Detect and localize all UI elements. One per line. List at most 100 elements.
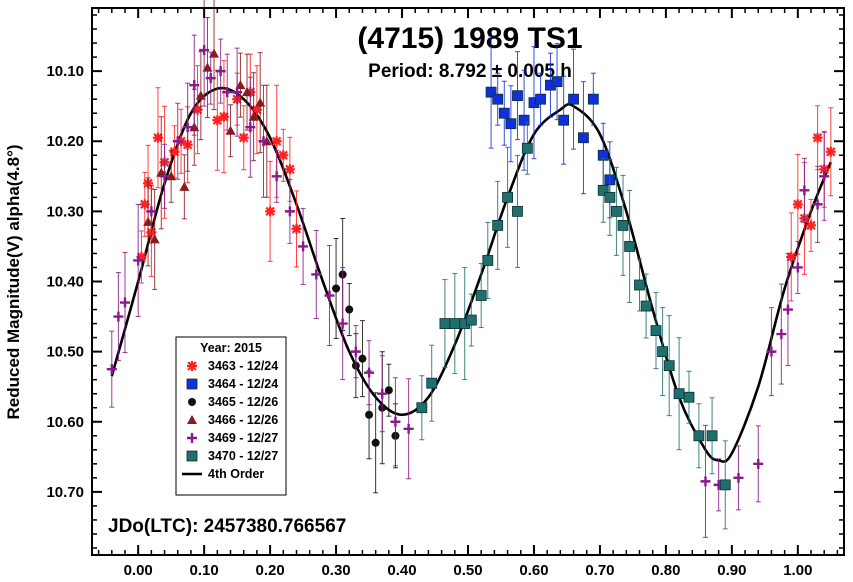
data-point [258, 136, 269, 147]
data-point [350, 346, 361, 357]
data-point [465, 314, 477, 326]
x-tick-label: 0.00 [124, 562, 153, 579]
y-tick-label: 10.70 [46, 484, 84, 501]
y-tick-label: 10.50 [46, 344, 84, 361]
x-tick-label: 0.10 [190, 562, 219, 579]
data-point [617, 219, 629, 231]
data-point [113, 311, 124, 322]
data-point [384, 386, 393, 395]
data-point [663, 360, 675, 372]
jd-annotation: JDo(LTC): 2457380.766567 [108, 516, 346, 537]
x-tick-label: 0.40 [387, 562, 416, 579]
data-point [159, 171, 170, 182]
data-point [786, 251, 797, 262]
data-point [390, 416, 401, 427]
data-point [498, 107, 510, 119]
data-point [597, 184, 609, 196]
data-point [238, 132, 249, 143]
x-tick-label: 0.60 [519, 562, 548, 579]
data-point [225, 125, 236, 135]
data-point [551, 76, 563, 88]
data-point [403, 423, 414, 434]
axis-ticks: 0.00 0.10 0.20 0.30 0.40 0.50 0.60 0.70 0.80 0.90… [46, 8, 844, 579]
data-point [251, 104, 262, 115]
data-point [776, 329, 787, 340]
legend-marker [186, 378, 198, 390]
legend-label: 3469 - 12/27 [208, 431, 278, 445]
data-point [806, 220, 817, 231]
data-point [215, 66, 226, 77]
legend-marker [186, 450, 198, 462]
data-point [825, 146, 836, 157]
data-point [152, 132, 163, 143]
data-point [482, 255, 494, 266]
data-point [693, 430, 705, 442]
data-point [753, 458, 764, 469]
data-point [518, 114, 530, 126]
data-point [199, 45, 210, 56]
data-point [182, 122, 193, 133]
data-point [439, 318, 451, 329]
y-tick-label: 10.60 [46, 414, 84, 431]
data-point [485, 86, 497, 98]
legend: Year: 2015 3463 - 12/24 3464 - 12/24 3465 … [175, 336, 287, 496]
data-point [449, 318, 461, 329]
legend-marker [188, 398, 196, 406]
data-point [284, 206, 295, 217]
data-point [782, 304, 793, 315]
data-point [377, 388, 388, 399]
data-point [146, 206, 157, 217]
data-point [189, 80, 200, 91]
data-point [139, 199, 150, 210]
series-3469 [106, 0, 830, 538]
data-point [512, 90, 523, 102]
legend-label: 3470 - 12/27 [208, 449, 278, 463]
data-point [169, 146, 180, 157]
data-point [358, 354, 367, 363]
data-point [706, 430, 718, 442]
legend-marker [187, 433, 197, 443]
chart-subtitle: Period: 8.792 ± 0.005 h [368, 61, 572, 82]
data-point [673, 388, 685, 400]
data-point [136, 251, 147, 262]
data-point [558, 114, 570, 126]
legend-marker [187, 361, 197, 371]
data-points-layer [106, 0, 836, 538]
data-point [492, 219, 504, 231]
x-tick-label: 1.00 [783, 562, 812, 579]
data-point [719, 479, 731, 491]
data-point [166, 171, 177, 181]
data-point [345, 305, 354, 314]
chart-title: (4715) 1989 TS1 [357, 22, 582, 55]
series-3470 [416, 121, 731, 530]
data-point [799, 185, 810, 196]
data-point [298, 241, 309, 252]
data-point [819, 171, 830, 182]
data-point [212, 115, 223, 126]
legend-label: 3464 - 12/24 [208, 377, 278, 391]
data-point [650, 325, 662, 336]
data-point [812, 132, 823, 143]
data-point [700, 476, 711, 487]
data-point [604, 191, 616, 203]
data-point [521, 142, 533, 154]
data-point [332, 284, 341, 293]
data-point [248, 111, 259, 121]
y-tick-label: 10.40 [46, 274, 84, 291]
data-point [278, 150, 289, 161]
data-point [179, 181, 190, 191]
data-point [624, 241, 636, 252]
data-point [505, 118, 517, 130]
data-point [733, 472, 744, 483]
data-point [426, 377, 438, 389]
data-point [218, 111, 229, 122]
legend-label: 3465 - 12/26 [208, 395, 278, 409]
data-point [365, 410, 374, 419]
x-tick-label: 0.90 [717, 562, 746, 579]
y-tick-label: 10.20 [46, 133, 84, 150]
data-point [245, 122, 256, 133]
data-point [792, 262, 803, 273]
data-point [232, 87, 243, 98]
y-tick-label: 10.30 [46, 203, 84, 220]
